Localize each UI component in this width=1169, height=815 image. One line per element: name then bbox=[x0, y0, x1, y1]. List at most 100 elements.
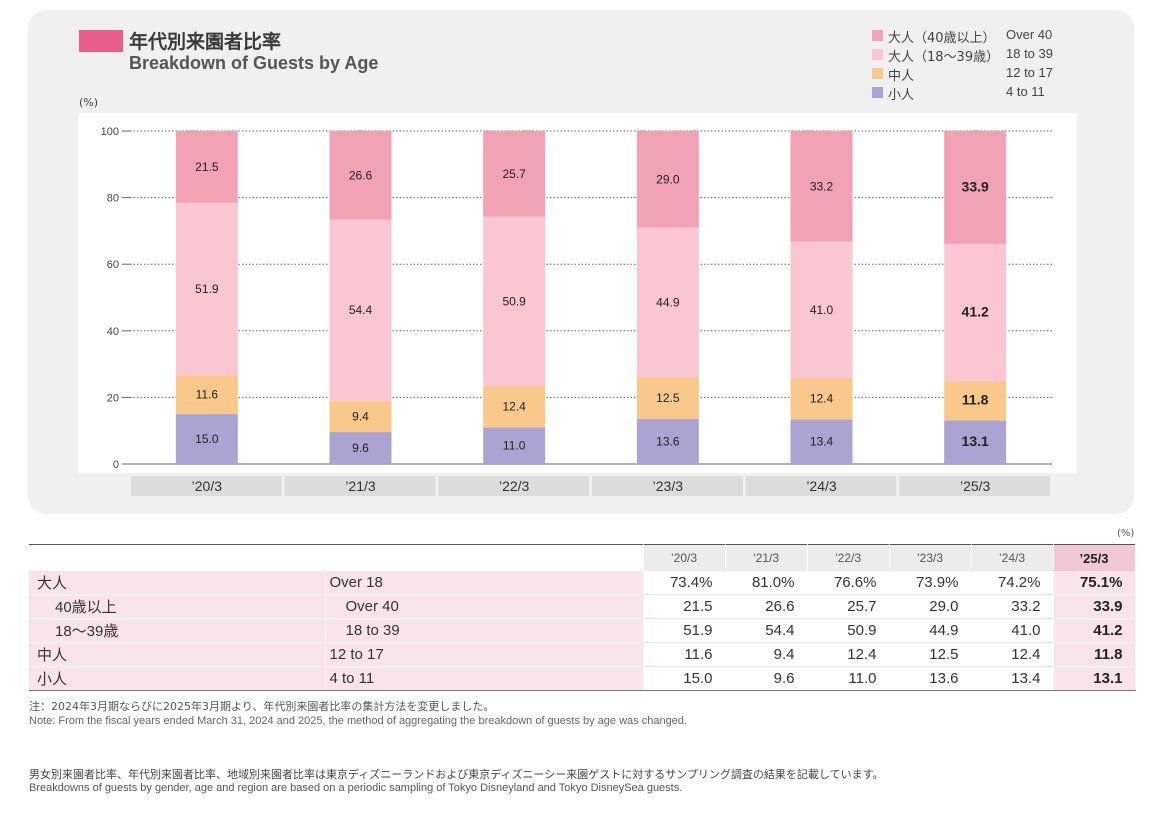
bar-segment bbox=[329, 219, 392, 401]
data-label: 44.9 bbox=[656, 295, 680, 309]
table-header-year: ’25/3 bbox=[1053, 544, 1136, 571]
x-tick-label: ’21/3 bbox=[345, 478, 376, 494]
data-label: 25.7 bbox=[502, 167, 526, 181]
footnote-en: Breakdowns of guests by gender, age and … bbox=[29, 782, 683, 794]
chart-title-jp: 年代別来園者比率 bbox=[129, 31, 282, 53]
table-cell: 41.0 bbox=[971, 618, 1054, 643]
bar-segment bbox=[329, 432, 392, 464]
bar-segment bbox=[944, 243, 1007, 382]
x-category-box bbox=[899, 476, 1050, 496]
title-color-mark bbox=[79, 30, 123, 52]
bar-segment bbox=[175, 414, 238, 464]
table-cell: 11.8 bbox=[1053, 642, 1136, 667]
legend-label-en: 4 to 11 bbox=[1006, 84, 1045, 99]
legend-swatch bbox=[872, 68, 883, 79]
data-label: 33.2 bbox=[810, 179, 834, 193]
legend-label-en: 18 to 39 bbox=[1006, 46, 1053, 61]
table-cell: 25.7 bbox=[807, 594, 890, 619]
table-header-year: ’23/3 bbox=[889, 544, 972, 571]
data-label: 13.4 bbox=[810, 435, 834, 449]
data-label: 51.9 bbox=[195, 282, 219, 296]
table-cell: 13.6 bbox=[889, 666, 972, 691]
row-label-en: 18 to 39 bbox=[325, 618, 644, 643]
stacked-bar-chart: 0 20 40 60 80 100 15.0 11.6 51.9 21.5 ’20/3 9.6 9.4 5… bbox=[78, 113, 1077, 496]
data-label: 12.4 bbox=[502, 400, 526, 414]
table-cell: 41.2 bbox=[1053, 618, 1136, 643]
data-label: 21.5 bbox=[195, 160, 219, 174]
table-cell: 9.4 bbox=[725, 642, 808, 667]
x-tick-label: ’25/3 bbox=[960, 478, 991, 494]
table-cell: 44.9 bbox=[889, 618, 972, 643]
table-cell: 33.9 bbox=[1053, 594, 1136, 619]
bar-segment bbox=[483, 386, 546, 428]
table-cell: 51.9 bbox=[643, 618, 726, 643]
data-label: 9.4 bbox=[352, 409, 369, 423]
table-cell: 54.4 bbox=[725, 618, 808, 643]
data-label: 33.9 bbox=[962, 178, 989, 194]
row-label-jp: 中人 bbox=[29, 642, 326, 667]
table-cell: 12.4 bbox=[971, 642, 1054, 667]
table-header-year: ’22/3 bbox=[807, 544, 890, 571]
table-header-year: ’24/3 bbox=[971, 544, 1054, 571]
age-breakdown-table: ’20/3’21/3’22/3’23/3’24/3’25/3 大人 Over 18… bbox=[29, 544, 1136, 691]
bar-segment bbox=[790, 131, 853, 242]
table-row: 40歳以上 Over 40 21.5 26.6 25.7 29.0 33.2 33.9 bbox=[29, 594, 1136, 619]
legend-label-jp: 小人 bbox=[888, 88, 915, 103]
note-jp: 注：2024年3月期ならびに2025年3月期より、年代別来園者比率の集計方法を変… bbox=[29, 700, 495, 713]
row-label-jp: 40歳以上 bbox=[29, 594, 326, 619]
bar-segment bbox=[483, 427, 546, 464]
data-label: 41.0 bbox=[810, 303, 834, 317]
table-row: 中人 12 to 17 11.6 9.4 12.4 12.5 12.4 11.8 bbox=[29, 642, 1136, 667]
x-tick-label: ’23/3 bbox=[653, 478, 684, 494]
row-label-jp: 大人 bbox=[29, 571, 326, 595]
data-label: 11.6 bbox=[196, 388, 219, 402]
table-row: 大人 Over 18 73.4% 81.0% 76.6% 73.9% 74.2% 75.1% bbox=[29, 571, 1136, 595]
table-header-blank bbox=[29, 544, 644, 571]
y-tick-label: 20 bbox=[107, 392, 119, 404]
bar-segment bbox=[636, 131, 699, 228]
plot-area bbox=[78, 113, 1077, 473]
data-label: 11.8 bbox=[962, 392, 989, 408]
legend-label-jp: 大人（40歳以上） bbox=[888, 31, 996, 46]
table-cell: 12.5 bbox=[889, 642, 972, 667]
table-cell: 29.0 bbox=[889, 594, 972, 619]
row-label-jp: 小人 bbox=[29, 666, 326, 691]
y-tick-label: 80 bbox=[107, 193, 119, 205]
x-category-box bbox=[592, 476, 743, 496]
table-header-year: ’20/3 bbox=[643, 544, 726, 571]
x-tick-label: ’20/3 bbox=[192, 478, 223, 494]
y-tick-label: 40 bbox=[107, 326, 119, 338]
bar-segment bbox=[175, 375, 238, 415]
x-tick-label: ’24/3 bbox=[806, 478, 837, 494]
data-label: 29.0 bbox=[656, 172, 680, 186]
data-label: 54.4 bbox=[349, 303, 373, 317]
bar-segment bbox=[944, 381, 1007, 421]
data-label: 12.5 bbox=[656, 391, 680, 405]
bar-segment bbox=[175, 131, 238, 203]
data-label: 13.6 bbox=[656, 434, 680, 448]
y-axis-unit-label: (%) bbox=[79, 96, 99, 109]
bar-segment bbox=[944, 131, 1007, 244]
bar-segment bbox=[636, 418, 699, 464]
bar-segment bbox=[636, 227, 699, 378]
table-cell: 81.0% bbox=[725, 571, 808, 595]
table-cell: 12.4 bbox=[807, 642, 890, 667]
table-cell: 33.2 bbox=[971, 594, 1054, 619]
bar-segment bbox=[329, 131, 392, 220]
row-label-en: 4 to 11 bbox=[325, 666, 644, 691]
data-label: 12.4 bbox=[810, 392, 834, 406]
table-cell: 11.6 bbox=[643, 642, 726, 667]
table-cell: 26.6 bbox=[725, 594, 808, 619]
x-category-box bbox=[745, 476, 897, 496]
bar-segment bbox=[483, 131, 546, 217]
footnote-jp: 男女別来園者比率、年代別来園者比率、地域別来園者比率は東京ディズニーランドおよび… bbox=[29, 768, 884, 781]
table-cell: 75.1% bbox=[1053, 571, 1136, 595]
bar-segment bbox=[636, 377, 699, 419]
table-cell: 74.2% bbox=[971, 571, 1054, 595]
x-category-box bbox=[131, 476, 282, 496]
table-row: 18〜39歳 18 to 39 51.9 54.4 50.9 44.9 41.0 41.2 bbox=[29, 618, 1136, 643]
table-cell: 50.9 bbox=[807, 618, 890, 643]
bar-segment bbox=[329, 400, 392, 433]
legend-swatch bbox=[872, 87, 883, 98]
row-label-en: Over 18 bbox=[325, 571, 644, 595]
